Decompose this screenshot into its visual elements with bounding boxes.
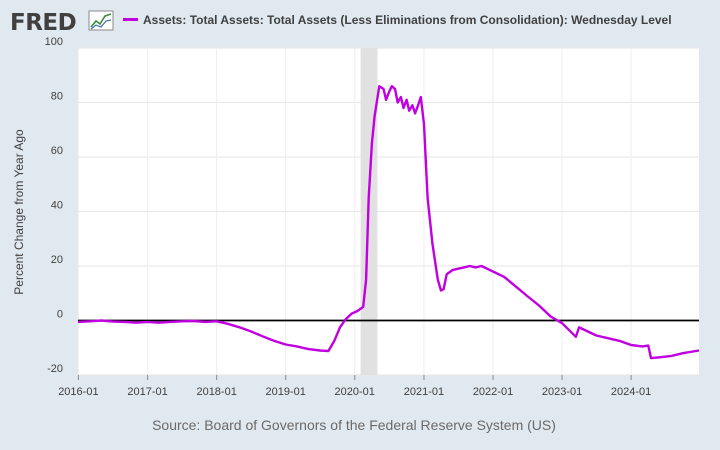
y-tick-label: 20 (51, 254, 63, 266)
y-axis-label: Percent Change from Year Ago (12, 129, 26, 295)
x-tick-label: 2022-01 (473, 386, 513, 398)
fred-logo[interactable]: FRED (10, 10, 114, 36)
y-tick-label: 40 (51, 200, 63, 212)
y-axis-ticks: -20 0 20 40 60 80 100 (45, 36, 63, 375)
y-tick-label: 80 (51, 91, 63, 103)
legend-label: Assets: Total Assets: Total Assets (Less… (143, 13, 672, 27)
legend: Assets: Total Assets: Total Assets (Less… (123, 13, 672, 27)
fred-chart-icon (88, 10, 114, 31)
x-tick-label: 2019-01 (266, 386, 306, 398)
x-axis-ticks: 2016-01 2017-01 2018-01 2019-01 2020-01 2021-… (58, 375, 651, 398)
x-tick-label: 2017-01 (127, 386, 167, 398)
x-tick-label: 2023-01 (542, 386, 582, 398)
x-tick-label: 2020-01 (335, 386, 375, 398)
fred-logo-text: FRED (10, 10, 76, 36)
x-tick-label: 2018-01 (196, 386, 236, 398)
x-tick-label: 2024-01 (611, 386, 651, 398)
series-line[interactable] (77, 85, 700, 360)
y-tick-label: -20 (47, 363, 63, 375)
x-tick-label: 2021-01 (404, 386, 444, 398)
x-tick-label: 2016-01 (58, 386, 98, 398)
y-tick-label: 60 (51, 145, 63, 157)
y-tick-label: 0 (57, 309, 63, 321)
source-text: Source: Board of Governors of the Federa… (152, 417, 556, 433)
y-tick-label: 100 (45, 36, 63, 48)
